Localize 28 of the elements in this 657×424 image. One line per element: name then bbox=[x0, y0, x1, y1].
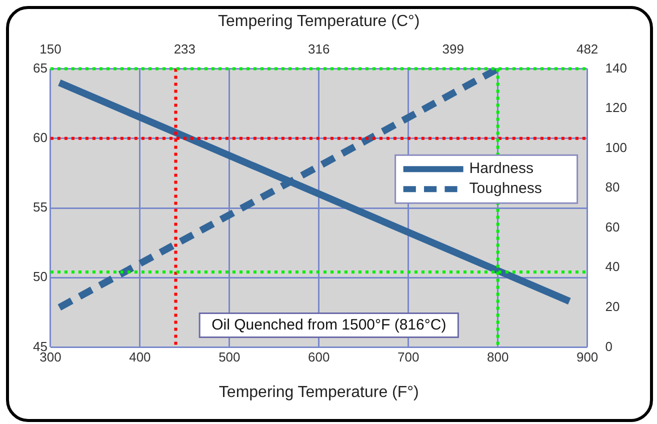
x2-axis-title: Tempering Temperature (C°) bbox=[218, 13, 420, 30]
x-tick-label: 700 bbox=[398, 350, 420, 365]
legend-label: Hardness bbox=[469, 160, 534, 178]
x-tick-label: 600 bbox=[308, 350, 330, 365]
x2-tick-label: 150 bbox=[40, 42, 62, 57]
legend-label: Toughness bbox=[469, 180, 542, 198]
x-tick-label: 500 bbox=[218, 350, 240, 365]
x-tick-label: 400 bbox=[129, 350, 151, 365]
y2-tick-label: 80 bbox=[605, 180, 620, 195]
y-tick-label: 55 bbox=[32, 200, 48, 215]
x2-tick-label: 233 bbox=[174, 42, 196, 57]
y2-tick-label: 20 bbox=[605, 299, 620, 314]
y-tick-label: 60 bbox=[32, 130, 48, 145]
x2-tick-label: 399 bbox=[442, 42, 464, 57]
y2-tick-label: 120 bbox=[605, 100, 628, 116]
x-tick-label: 900 bbox=[576, 350, 598, 365]
y2-tick-label: 40 bbox=[605, 259, 620, 274]
x2-tick-label: 482 bbox=[576, 42, 598, 57]
y-tick-label: 50 bbox=[32, 269, 48, 284]
y2-tick-label: 100 bbox=[605, 140, 628, 155]
x2-tick-label: 316 bbox=[308, 42, 330, 57]
annotation: Oil Quenched from 1500°F (816°C) bbox=[212, 316, 446, 334]
y2-tick-label: 140 bbox=[605, 60, 628, 76]
y-tick-label: 65 bbox=[32, 60, 48, 76]
x-tick-label: 800 bbox=[486, 350, 509, 365]
y2-tick-label: 60 bbox=[605, 219, 620, 234]
y2-tick-label: 0 bbox=[605, 338, 613, 354]
x-axis-title: Tempering Temperature (F°) bbox=[218, 384, 419, 401]
